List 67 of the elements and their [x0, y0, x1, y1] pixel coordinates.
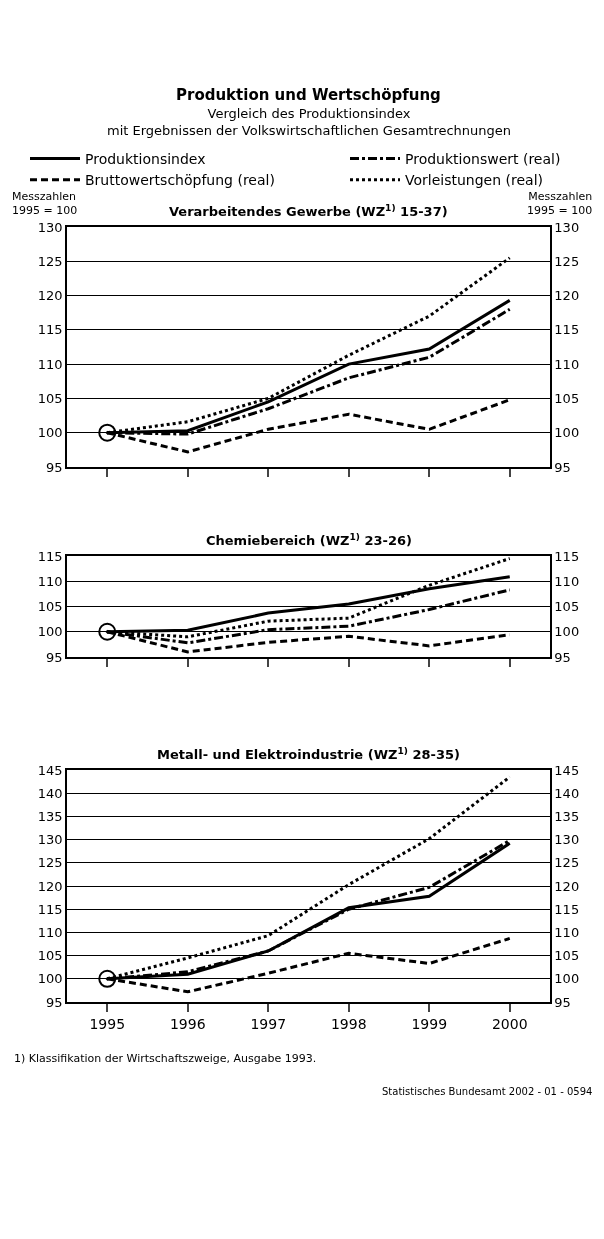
- y2-tick-label: 145: [554, 762, 580, 778]
- y-tick-label: 100: [37, 425, 63, 441]
- y-tick-label: 120: [37, 288, 63, 304]
- y-tick-label: 130: [37, 832, 63, 848]
- y-tick-label: 95: [46, 459, 63, 475]
- y2-tick-label: 120: [554, 878, 580, 894]
- y-tick-label: 95: [46, 994, 63, 1010]
- legend-label: Produktionsindex: [85, 151, 206, 168]
- y-tick-label: 110: [37, 356, 63, 372]
- legend-label: Vorleistungen (real): [405, 172, 544, 189]
- chart-title: Metall- und Elektroindustrie (WZ$^{1)}$ 28-35): [157, 746, 460, 763]
- y2-tick-label: 130: [554, 219, 580, 235]
- text: Statistisches Bundesamt 2002 - 01 - 0594: [382, 1086, 593, 1097]
- y2-axis-title: Messzahlen 1995 = 100: [527, 190, 593, 218]
- y2-tick-label: 100: [554, 971, 580, 987]
- y-tick-label: 110: [37, 573, 63, 589]
- y2-tick-label: 120: [554, 288, 580, 304]
- y2-tick-label: 100: [554, 624, 580, 640]
- y-tick-label: 125: [37, 855, 63, 871]
- y-tick-label: 115: [37, 548, 63, 564]
- x-tick-label: 1998: [330, 1015, 367, 1032]
- y2-tick-label: 110: [554, 573, 580, 589]
- y-tick-label: 115: [37, 322, 63, 338]
- text: Produktion und Wertschöpfung: [176, 86, 441, 104]
- y2-tick-label: 95: [554, 459, 571, 475]
- y2-tick-label: 115: [554, 548, 580, 564]
- text: 1) Klassifikation der Wirtschaftszweige, Ausgabe 1993.: [14, 1052, 317, 1065]
- y-tick-label: 95: [46, 649, 63, 665]
- y-tick-label: 100: [37, 624, 63, 640]
- x-tick-label: 1997: [250, 1015, 287, 1032]
- y2-tick-label: 115: [554, 901, 580, 917]
- x-tick-label: 2000: [491, 1015, 528, 1032]
- y-tick-label: 115: [37, 901, 63, 917]
- y2-tick-label: 105: [554, 948, 580, 964]
- y-tick-label: 105: [37, 948, 63, 964]
- y-tick-label: 100: [37, 971, 63, 987]
- y-tick-label: 105: [37, 390, 63, 406]
- y2-tick-label: 140: [554, 785, 580, 801]
- y2-tick-label: 125: [554, 855, 580, 871]
- y-axis-title: Messzahlen 1995 = 100: [12, 190, 78, 218]
- y-tick-label: 105: [37, 599, 63, 615]
- y-tick-label: 140: [37, 785, 63, 801]
- x-tick-label: 1999: [411, 1015, 448, 1032]
- legend-label: Bruttowertschöpfung (real): [85, 172, 275, 189]
- y2-tick-label: 125: [554, 253, 580, 269]
- y2-tick-label: 105: [554, 599, 580, 615]
- y-tick-label: 120: [37, 878, 63, 894]
- y-tick-label: 145: [37, 762, 63, 778]
- y2-tick-label: 110: [554, 356, 580, 372]
- text: Vergleich des Produktionsindex mit Ergebnissen der Volkswirtschaftlichen Gesamtrechnungen: [107, 106, 512, 138]
- x-tick-label: 1996: [169, 1015, 206, 1032]
- y2-tick-label: 95: [554, 994, 571, 1010]
- x-tick-label: 1995: [89, 1015, 126, 1032]
- chart-title: Chemiebereich (WZ$^{1)}$ 23-26): [206, 532, 412, 549]
- y2-tick-label: 105: [554, 390, 580, 406]
- y2-tick-label: 95: [554, 649, 571, 665]
- y2-tick-label: 100: [554, 425, 580, 441]
- chart-title: Verarbeitendes Gewerbe (WZ$^{1)}$ 15-37): [169, 203, 448, 220]
- legend-label: Produktionswert (real): [405, 151, 561, 168]
- y2-tick-label: 130: [554, 832, 580, 848]
- y2-tick-label: 110: [554, 924, 580, 940]
- y-tick-label: 110: [37, 924, 63, 940]
- y-tick-label: 135: [37, 808, 63, 824]
- y-tick-label: 125: [37, 253, 63, 269]
- y2-tick-label: 135: [554, 808, 580, 824]
- y2-tick-label: 115: [554, 322, 580, 338]
- y-tick-label: 130: [37, 219, 63, 235]
